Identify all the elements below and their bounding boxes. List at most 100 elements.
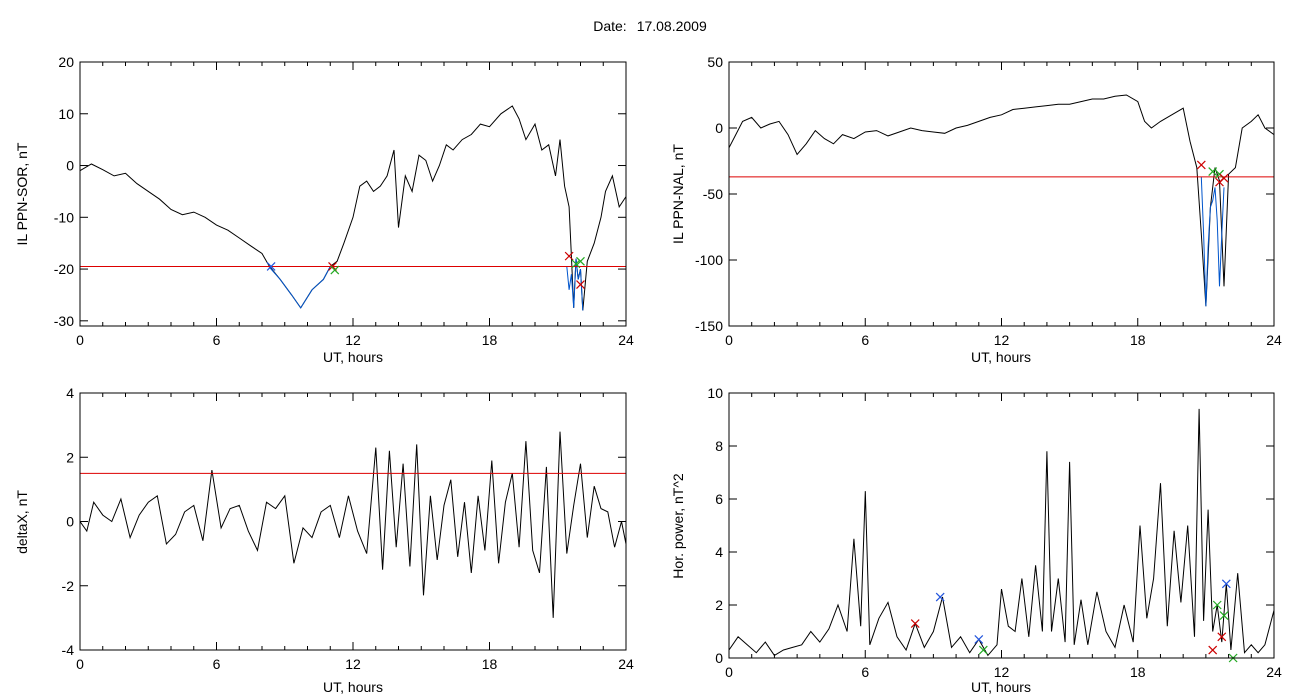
marker-x-1	[266, 262, 276, 271]
x-tick-label: 6	[861, 332, 869, 348]
x-axis-label: UT, hours	[323, 679, 383, 695]
y-tick-label: 10	[707, 385, 723, 401]
marker-stroke	[1217, 632, 1227, 642]
axis-ticks: 0 6 12 18 24 4 2 0 -2 -4	[62, 385, 634, 672]
series-line-2	[1200, 176, 1225, 307]
marker-stroke	[1219, 611, 1229, 621]
marker-stroke	[330, 265, 340, 275]
y-tick-label: -150	[695, 318, 723, 334]
x-tick-label: 24	[618, 332, 634, 348]
x-tick-label: 6	[213, 656, 221, 672]
x-tick-label: 6	[213, 332, 221, 348]
x-tick-label: 12	[345, 656, 361, 672]
marker-x-6	[576, 256, 585, 266]
x-tick-label: 0	[725, 664, 733, 680]
marker-stroke	[576, 256, 585, 266]
marker-x-2	[935, 592, 945, 602]
marker-stroke	[564, 251, 574, 261]
x-axis-label: UT, hours	[323, 349, 383, 365]
y-tick-label: 8	[715, 438, 723, 454]
series-line-1	[79, 105, 627, 311]
y-tick-label: 10	[58, 106, 74, 122]
panel-il-ppn-sor: 0 6 12 18 24 20 10 0 -10 -20 -30 UT, hours IL PPN-…	[14, 54, 634, 365]
marker-x-7	[1217, 632, 1227, 642]
marker-stroke	[571, 259, 581, 269]
page-title: Date: 17.08.2009	[0, 18, 1300, 34]
y-axis-label: deltaX, nT	[14, 490, 30, 554]
panel-hor-power: 0 6 12 18 24 10 8 6 4 2 0 UT, hours Hor. power, nT…	[670, 385, 1282, 695]
plot-frame	[79, 61, 627, 327]
plot-data-1	[79, 105, 627, 311]
marker-x-1	[1196, 160, 1206, 170]
y-tick-label: -2	[62, 578, 75, 594]
y-tick-label: 4	[715, 544, 723, 560]
series-line-1	[728, 408, 1275, 657]
axis-ticks: 0 6 12 18 24 10 8 6 4 2 0	[707, 385, 1282, 680]
x-tick-label: 24	[618, 656, 634, 672]
plot-frame	[728, 61, 1275, 327]
marker-stroke	[978, 645, 988, 655]
marker-stroke	[935, 592, 945, 602]
y-tick-label: 2	[66, 449, 74, 465]
x-axis-label: UT, hours	[971, 679, 1031, 695]
y-tick-label: 6	[715, 491, 723, 507]
y-tick-label: 0	[66, 158, 74, 174]
x-tick-label: 24	[1266, 664, 1282, 680]
marker-x-6	[1212, 600, 1222, 610]
date-value: 17.08.2009	[636, 18, 707, 34]
x-tick-label: 18	[482, 332, 498, 348]
y-tick-label: -4	[62, 642, 75, 658]
x-tick-label: 24	[1266, 332, 1282, 348]
axis-ticks: 0 6 12 18 24 50 0 -50 -100 -150	[695, 54, 1282, 348]
marker-x-5	[1208, 645, 1218, 655]
x-tick-label: 12	[994, 664, 1010, 680]
marker-stroke	[1221, 579, 1231, 589]
marker-stroke	[266, 262, 276, 271]
plot-data-3	[79, 431, 627, 618]
marker-x-2	[1208, 167, 1218, 176]
y-tick-label: 50	[707, 54, 723, 70]
marker-x-8	[1219, 611, 1229, 621]
marker-stroke	[1208, 167, 1218, 176]
plot-data-2	[728, 94, 1275, 307]
x-tick-label: 0	[725, 332, 733, 348]
x-tick-label: 18	[1130, 664, 1146, 680]
axis-ticks: 0 6 12 18 24 20 10 0 -10 -20 -30	[54, 54, 634, 348]
x-tick-label: 12	[994, 332, 1010, 348]
y-tick-label: -100	[695, 252, 723, 268]
marker-x-9	[1221, 579, 1231, 589]
x-axis-label: UT, hours	[971, 349, 1031, 365]
marker-stroke	[1219, 173, 1229, 183]
plot-frame	[728, 392, 1275, 659]
y-axis-label: IL PPN-NAL, nT	[670, 144, 686, 244]
y-tick-label: 0	[715, 120, 723, 136]
y-tick-label: -20	[54, 261, 74, 277]
x-tick-label: 0	[76, 332, 84, 348]
marker-stroke	[1215, 169, 1224, 179]
panel-deltax: 0 6 12 18 24 4 2 0 -2 -4 UT, hours deltaX, nT	[14, 385, 634, 695]
x-tick-label: 12	[345, 332, 361, 348]
marker-x-5	[1219, 173, 1229, 183]
marker-x-5	[571, 259, 581, 269]
marker-stroke	[576, 280, 585, 290]
x-tick-label: 0	[76, 656, 84, 672]
marker-x-7	[576, 280, 585, 290]
y-axis-label: Hor. power, nT^2	[670, 473, 686, 579]
marker-stroke	[1208, 645, 1218, 655]
y-tick-label: 20	[58, 54, 74, 70]
series-line-2	[268, 266, 331, 309]
marker-stroke	[1212, 600, 1222, 610]
marker-x-4	[564, 251, 574, 261]
marker-stroke	[1196, 160, 1206, 170]
series-line-3	[566, 258, 584, 311]
y-axis-label: IL PPN-SOR, nT	[14, 142, 30, 245]
marker-x-4	[978, 645, 988, 655]
x-tick-label: 18	[1130, 332, 1146, 348]
series-line-1	[728, 94, 1275, 307]
marker-x-3	[330, 265, 340, 275]
y-tick-label: 2	[715, 597, 723, 613]
marker-x-1	[910, 619, 920, 628]
marker-stroke	[328, 262, 337, 271]
date-label: Date:	[593, 18, 627, 34]
